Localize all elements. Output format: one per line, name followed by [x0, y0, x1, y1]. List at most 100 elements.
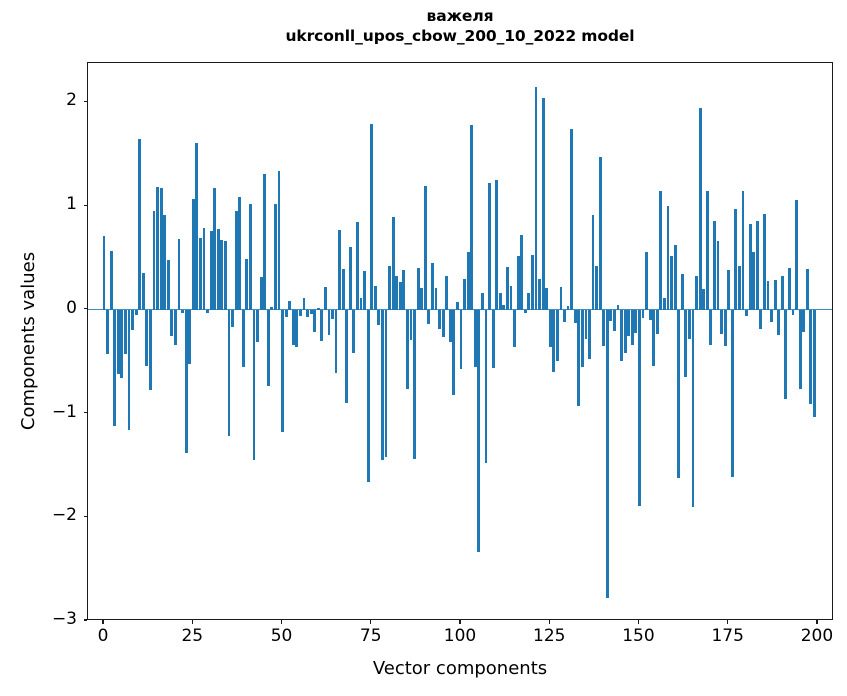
bar: [684, 309, 688, 378]
bar: [345, 309, 349, 404]
bar: [787, 268, 791, 310]
bar: [320, 309, 324, 341]
bar: [434, 288, 438, 310]
bar: [266, 309, 270, 386]
bar: [577, 309, 581, 407]
bar: [745, 309, 748, 317]
bar: [163, 215, 167, 310]
bar: [113, 309, 117, 426]
bar: [727, 270, 731, 310]
bar: [555, 309, 559, 361]
bar: [737, 266, 741, 310]
bar: [259, 276, 263, 310]
bar: [348, 246, 352, 310]
bar: [184, 309, 188, 453]
y-tick-mark: [83, 619, 87, 621]
bar: [477, 309, 481, 552]
bar: [373, 285, 377, 310]
bar: [338, 229, 342, 310]
bar: [502, 304, 506, 310]
x-tick-label: 75: [359, 626, 382, 646]
bar: [609, 309, 613, 322]
bar-series-area: [88, 63, 832, 619]
bar: [655, 309, 659, 334]
bar: [398, 281, 402, 310]
bar: [166, 260, 170, 310]
bar: [516, 255, 520, 310]
bar: [513, 309, 516, 348]
bar: [366, 309, 370, 482]
bar: [220, 240, 224, 310]
bar: [248, 204, 252, 310]
bar: [306, 309, 309, 318]
bar: [645, 251, 649, 310]
bar: [170, 309, 174, 336]
chart-title: важеля ukrconll_upos_cbow_200_10_2022 mo…: [87, 6, 833, 46]
bar: [770, 309, 773, 323]
bar: [663, 298, 666, 310]
bar: [488, 183, 491, 310]
x-tick-label: 125: [533, 626, 566, 646]
bar: [666, 206, 670, 310]
bar: [323, 287, 327, 310]
bar: [284, 309, 288, 318]
bar: [563, 309, 566, 323]
y-tick-mark: [83, 308, 87, 310]
bar: [149, 309, 152, 390]
bar: [523, 309, 527, 313]
x-tick-label: 175: [711, 626, 744, 646]
bar: [109, 250, 113, 310]
bar: [234, 211, 238, 310]
y-tick-label: −3: [51, 609, 77, 629]
bar: [716, 241, 720, 310]
x-tick-mark: [816, 620, 818, 624]
bar: [188, 309, 192, 364]
bar: [388, 266, 392, 310]
bar: [177, 239, 181, 310]
bar: [638, 309, 641, 506]
bar: [331, 309, 334, 320]
bar: [691, 309, 695, 507]
bar: [213, 188, 217, 310]
bar: [145, 309, 149, 366]
bar: [798, 309, 802, 389]
bar: [438, 309, 441, 329]
bar: [174, 309, 177, 346]
bar: [613, 309, 616, 331]
bar: [598, 157, 602, 310]
bar: [762, 214, 766, 310]
bar: [498, 293, 502, 310]
bar: [231, 309, 234, 328]
bar: [316, 307, 320, 310]
bar: [702, 289, 706, 310]
bar: [291, 309, 295, 346]
bar: [723, 309, 727, 347]
bar: [484, 309, 488, 464]
bar: [773, 279, 777, 310]
bar: [709, 309, 713, 346]
bar: [116, 309, 120, 375]
bar: [363, 271, 367, 310]
y-tick-mark: [83, 515, 87, 517]
bar: [409, 309, 413, 340]
bar: [559, 287, 563, 310]
bar: [473, 309, 477, 367]
bar: [127, 309, 131, 431]
bar: [256, 309, 259, 342]
bar: [573, 309, 577, 324]
bar: [359, 298, 363, 310]
bar: [191, 198, 195, 310]
bar: [448, 309, 452, 342]
bar: [530, 254, 534, 310]
bar: [634, 309, 638, 333]
bar: [138, 138, 142, 310]
bar: [252, 309, 256, 461]
bar: [766, 280, 770, 310]
bar: [712, 220, 716, 310]
bar: [273, 204, 277, 310]
bar: [377, 309, 381, 326]
bar: [384, 309, 388, 458]
bar: [705, 190, 709, 310]
x-tick-label: 50: [270, 626, 293, 646]
bar: [680, 273, 684, 310]
